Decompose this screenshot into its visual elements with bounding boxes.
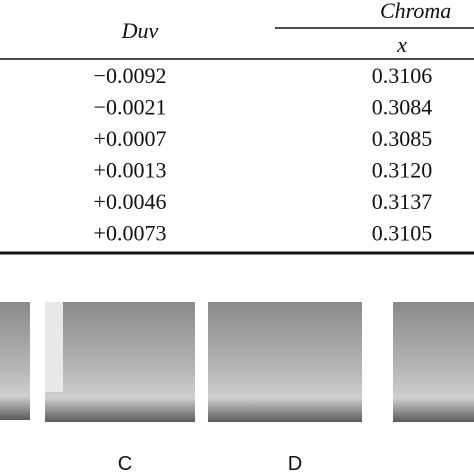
x-cell: 0.3085 (372, 126, 433, 151)
duv-cell: +0.0013 (94, 158, 167, 183)
photo-label: C (118, 453, 132, 474)
photo (45, 302, 195, 422)
x-cell: 0.3084 (372, 95, 433, 120)
duv-cell: −0.0092 (94, 63, 167, 88)
table-body: −0.0092 0.3106 −0.0021 0.3084 +0.0007 0.3085 +… (94, 63, 433, 246)
header-x: x (396, 32, 407, 57)
photo (393, 302, 474, 422)
duv-cell: +0.0007 (94, 126, 167, 151)
photos (0, 302, 474, 422)
x-cell: 0.3137 (372, 189, 433, 214)
x-cell: 0.3105 (372, 221, 433, 246)
duv-cell: +0.0046 (94, 189, 167, 214)
photo-detail (45, 302, 63, 392)
x-cell: 0.3120 (372, 158, 433, 183)
header-chromaticity: Chroma (380, 0, 451, 23)
duv-cell: +0.0073 (94, 221, 167, 246)
header-duv: Duv (121, 18, 159, 43)
x-cell: 0.3106 (372, 63, 433, 88)
photo-label: D (288, 453, 302, 474)
duv-cell: −0.0021 (94, 95, 167, 120)
photo (0, 302, 30, 420)
photo (208, 302, 362, 422)
